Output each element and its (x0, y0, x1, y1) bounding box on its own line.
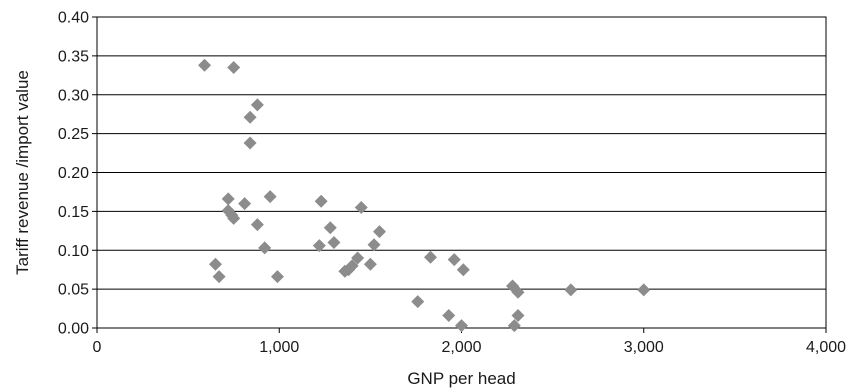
x-tick-label: 4,000 (806, 339, 846, 356)
data-point (442, 309, 456, 323)
x-tick-label: 1,000 (259, 339, 299, 356)
data-point (363, 257, 377, 271)
y-axis-label: Tariff revenue /import value (13, 70, 32, 275)
data-point (198, 58, 212, 72)
data-point (238, 197, 252, 211)
data-point (511, 309, 525, 323)
data-point (507, 319, 521, 333)
data-point (367, 238, 381, 252)
data-point (250, 98, 264, 112)
data-point (227, 61, 241, 75)
data-point (323, 221, 337, 235)
x-axis-ticks: 0 1,000 2,000 3,000 4,000 (93, 328, 846, 356)
y-tick-label: 0.05 (58, 282, 89, 299)
x-tick-label: 0 (93, 339, 102, 356)
data-point (456, 263, 470, 277)
y-tick-label: 0.30 (58, 87, 89, 104)
data-point (212, 270, 226, 284)
x-tick-label: 3,000 (624, 339, 664, 356)
data-point (270, 270, 284, 284)
y-tick-label: 0.20 (58, 165, 89, 182)
y-tick-label: 0.10 (58, 243, 89, 260)
data-point (250, 218, 264, 232)
data-point (564, 283, 578, 297)
data-point (258, 241, 272, 255)
data-point (511, 285, 525, 299)
data-point (354, 200, 368, 214)
y-tick-label: 0.40 (58, 10, 89, 27)
data-point (411, 295, 425, 309)
data-point (327, 235, 341, 249)
y-axis-ticks: 0.00 0.05 0.10 0.15 0.20 0.25 0.30 0.35 0.40 (58, 10, 97, 338)
data-point (208, 257, 222, 271)
data-point (455, 319, 468, 333)
data-points (198, 58, 651, 333)
y-tick-label: 0.25 (58, 126, 89, 143)
y-tick-label: 0.00 (58, 321, 89, 338)
data-point (351, 251, 365, 265)
data-point (447, 253, 461, 267)
data-point (243, 136, 257, 150)
y-tick-label: 0.35 (58, 48, 89, 65)
data-point (372, 225, 386, 239)
y-tick-label: 0.15 (58, 204, 89, 221)
data-point (338, 264, 352, 278)
data-point (637, 283, 651, 297)
data-point (263, 190, 277, 204)
data-point (314, 194, 328, 208)
data-point (243, 110, 257, 124)
data-point (424, 250, 438, 264)
data-point (227, 211, 241, 225)
x-axis-label: GNP per head (407, 369, 515, 388)
data-point (221, 192, 235, 206)
data-point (312, 239, 326, 253)
x-tick-label: 2,000 (441, 339, 481, 356)
